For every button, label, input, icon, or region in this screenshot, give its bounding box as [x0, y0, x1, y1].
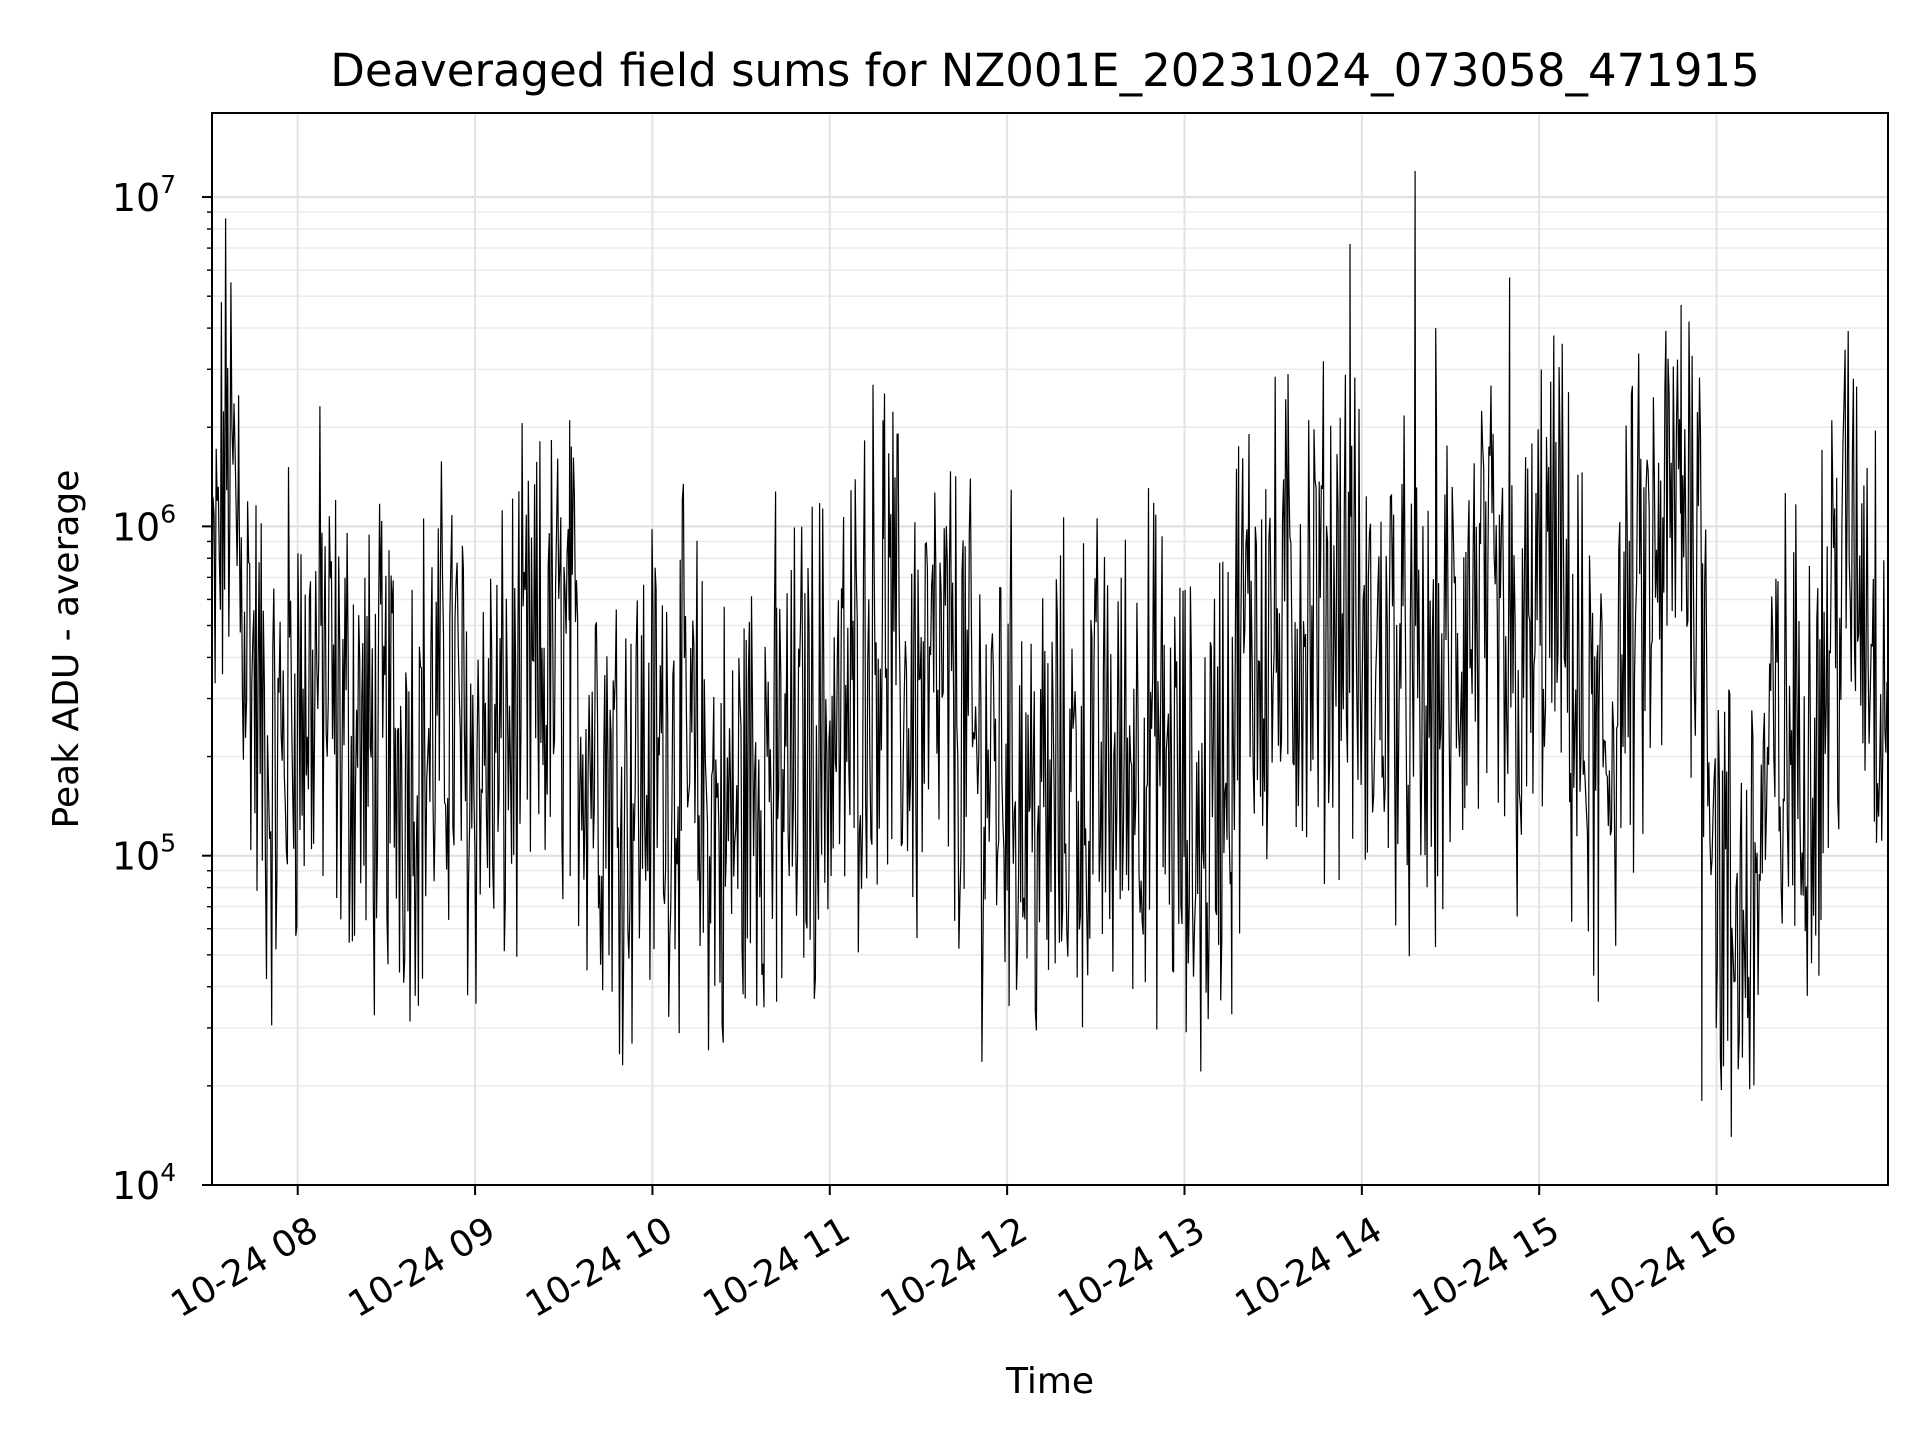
y-tick-label: 106: [112, 499, 176, 549]
y-tick-label: 107: [112, 170, 176, 220]
chart-title: Deaveraged field sums for NZ001E_2023102…: [330, 44, 1759, 97]
y-tick-label: 104: [112, 1158, 176, 1208]
series-line: [211, 170, 1888, 1137]
y-axis-label: Peak ADU - average: [46, 470, 87, 829]
y-axis: 104 105 106 107: [112, 170, 212, 1208]
x-axis-label: Time: [1005, 1361, 1094, 1402]
grid: [212, 113, 1888, 1186]
y-tick-label: 105: [112, 829, 176, 879]
axes-frame: [211, 112, 1889, 1186]
plot-area: [211, 170, 1888, 1137]
